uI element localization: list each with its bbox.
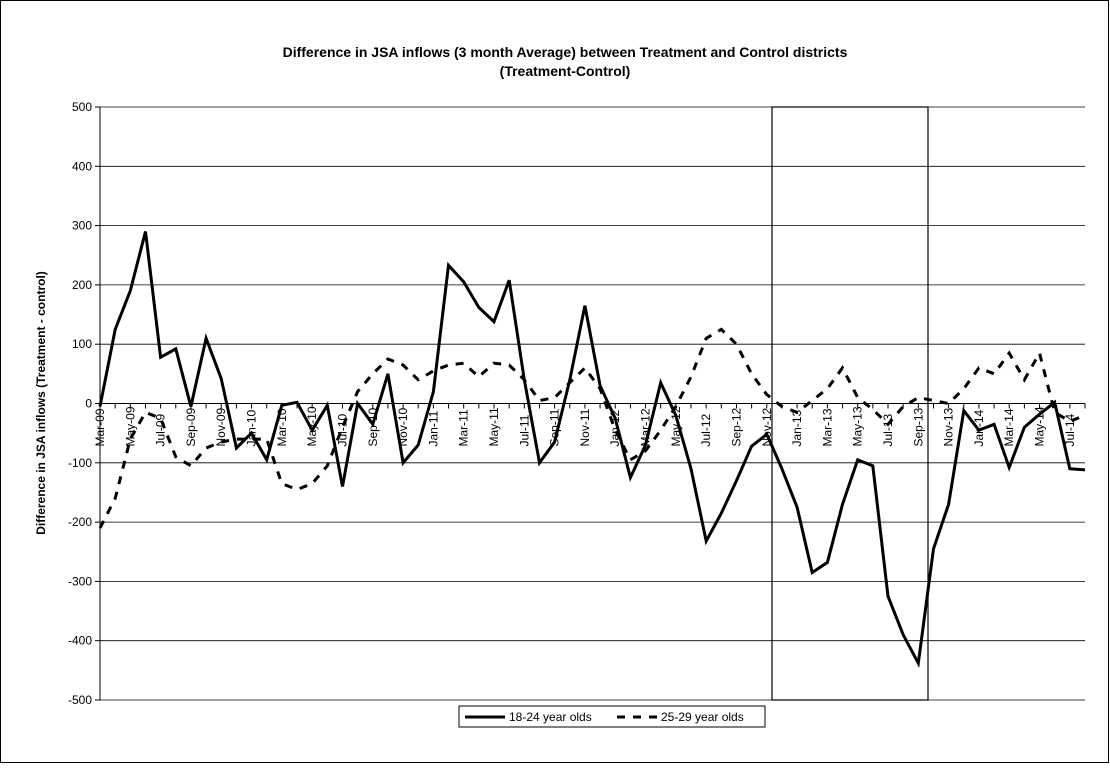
x-tick-label: Nov-09 [214,407,228,446]
x-tick-label: Nov-13 [942,407,956,446]
y-tick-label: -200 [68,515,92,529]
y-tick-label: 300 [72,219,92,233]
legend-label: 18-24 year olds [509,710,592,724]
y-tick-label: 500 [72,100,92,114]
y-tick-label: -100 [68,456,92,470]
x-tick-label: Jan-13 [790,409,804,446]
series-line [98,327,1086,529]
y-tick-label: 0 [85,397,92,411]
y-tick-label: 200 [72,278,92,292]
y-tick-label: 400 [72,159,92,173]
x-tick-label: Jul-14 [1063,413,1077,446]
legend [458,705,766,728]
x-tick-label: Mar-11 [457,409,471,446]
x-tick-label: Sep-10 [366,407,380,446]
x-tick-label: May-12 [669,406,683,446]
x-tick-label: May-09 [123,406,137,446]
y-tick-label: -500 [68,693,92,707]
x-tick-label: Jul-10 [335,413,349,446]
x-tick-label: May-10 [305,406,319,446]
x-tick-label: Sep-11 [548,408,562,446]
legend-label: 25-29 year olds [661,710,744,724]
x-tick-label: May-11 [487,407,501,446]
x-tick-label: Mar-13 [820,408,834,446]
x-tick-label: Mar-09 [93,408,107,446]
x-tick-label: Nov-11 [578,408,592,446]
x-tick-label: Sep-13 [911,407,925,446]
highlight-box [771,106,929,701]
x-tick-label: Sep-09 [184,407,198,446]
x-tick-label: Jan-11 [426,410,440,446]
y-tick-label: -400 [68,634,92,648]
y-tick-label: -300 [68,574,92,588]
chart-title: Difference in JSA inflows (3 month Avera… [283,44,848,60]
y-axis-label: Difference in JSA inflows (Treatment - c… [34,271,48,535]
x-tick-label: Jul-12 [699,413,713,446]
x-tick-label: Jul-11 [517,414,531,446]
chart-subtitle: (Treatment-Control) [500,63,631,79]
x-tick-label: Mar-12 [639,408,653,446]
x-tick-label: Jul-13 [881,413,895,446]
series-line [98,231,1086,669]
x-tick-label: Mar-14 [1002,408,1016,446]
x-tick-label: May-13 [851,406,865,446]
y-tick-label: 100 [72,337,92,351]
x-tick-label: Jul-09 [154,413,168,446]
plot-area: -500 -400 -300 -200 -100 0 100 200 300 400 500 Mar-… [68,100,1086,707]
x-tick-label: Sep-12 [729,407,743,446]
